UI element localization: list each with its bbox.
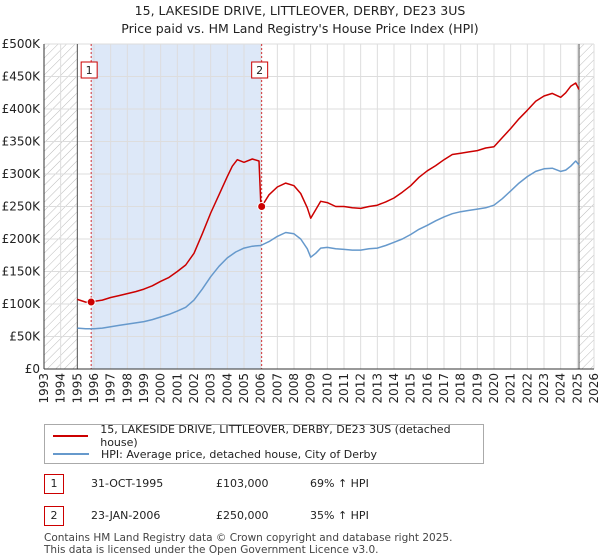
footer-licence: This data is licensed under the Open Gov… (44, 544, 379, 556)
x-tick-label: 1995 (70, 373, 84, 404)
sale-hpi-change: 35% ↑ HPI (310, 509, 369, 522)
x-tick-label: 2021 (504, 373, 518, 404)
x-tick-label: 2020 (487, 373, 501, 404)
y-tick-label: £350K (2, 135, 42, 149)
sale-row-marker: 1 (44, 474, 64, 494)
sale-price: £250,000 (216, 509, 269, 522)
y-tick-label: £250K (2, 200, 42, 214)
legend: 15, LAKESIDE DRIVE, LITTLEOVER, DERBY, D… (44, 423, 484, 464)
sale-date: 23-JAN-2006 (91, 509, 161, 522)
x-tick-label: 1994 (54, 373, 68, 404)
sale-hpi-change: 69% ↑ HPI (310, 477, 369, 490)
x-tick-label: 1998 (120, 373, 134, 404)
y-tick-label: £500K (2, 37, 42, 51)
x-tick-label: 2011 (337, 373, 351, 404)
x-tick-label: 2004 (220, 373, 234, 404)
footer-copyright: Contains HM Land Registry data © Crown c… (44, 532, 453, 544)
sale-date: 31-OCT-1995 (91, 477, 164, 490)
legend-label-hpi: HPI: Average price, detached house, City… (101, 447, 378, 461)
y-tick-label: £50K (9, 330, 41, 344)
legend-item-property: 15, LAKESIDE DRIVE, LITTLEOVER, DERBY, D… (53, 423, 483, 449)
x-tick-label: 2024 (554, 373, 568, 404)
y-tick-label: £150K (2, 265, 42, 279)
x-tick-label: 2001 (170, 373, 184, 404)
sale-point (257, 202, 267, 211)
legend-label-property: 15, LAKESIDE DRIVE, LITTLEOVER, DERBY, D… (100, 423, 451, 449)
x-tick-label: 2009 (304, 373, 318, 404)
sale-marker-box (251, 61, 269, 79)
x-tick-label: 2005 (237, 373, 251, 404)
sale-price: £103,000 (216, 477, 269, 490)
chart-title-line2: Price paid vs. HM Land Registry's House … (121, 21, 479, 36)
y-tick-label: £300K (2, 167, 42, 181)
x-tick-label: 2016 (420, 373, 434, 404)
series-line-hpi (77, 160, 580, 330)
sale-row-marker: 2 (44, 506, 64, 526)
y-tick-label: £100K (2, 297, 42, 311)
legend-swatch-hpi (53, 453, 89, 455)
legend-item-hpi: HPI: Average price, detached house, City… (53, 445, 377, 463)
x-tick-label: 2017 (437, 373, 451, 404)
sale-marker-label: 1 (86, 64, 93, 77)
sale-row-1: 1 31-OCT-1995 £103,000 69% ↑ HPI (44, 474, 584, 496)
x-tick-label: 1996 (87, 373, 101, 404)
x-tick-label: 2018 (454, 373, 468, 404)
x-tick-label: 2026 (587, 373, 600, 404)
x-tick-label: 2010 (320, 373, 334, 404)
sale-row-2: 2 23-JAN-2006 £250,000 35% ↑ HPI (44, 506, 584, 528)
x-tick-label: 1997 (104, 373, 118, 404)
x-tick-label: 2000 (154, 373, 168, 404)
x-tick-label: 2002 (187, 373, 201, 404)
x-tick-label: 1999 (137, 373, 151, 404)
x-tick-label: 2022 (520, 373, 534, 404)
y-tick-label: £0 (25, 362, 40, 376)
x-tick-label: 2019 (470, 373, 484, 404)
x-tick-label: 2008 (287, 373, 301, 404)
y-tick-label: £200K (2, 232, 42, 246)
sale-point (86, 297, 96, 307)
y-tick-label: £450K (2, 70, 42, 84)
x-tick-label: 2006 (254, 373, 268, 404)
chart-title-line1: 15, LAKESIDE DRIVE, LITTLEOVER, DERBY, D… (134, 3, 466, 18)
x-tick-label: 2003 (204, 373, 218, 404)
y-tick-label: £400K (2, 102, 42, 116)
x-tick-label: 2025 (570, 373, 584, 404)
sale-marker-box (80, 61, 98, 79)
x-tick-label: 2014 (387, 373, 401, 404)
x-tick-label: 2015 (404, 373, 418, 404)
series-line-property (77, 82, 580, 303)
price-chart: £0 £50K £100K £150K £200K £250K £300K £350K £400… (2, 37, 600, 404)
x-tick-label: 2007 (270, 373, 284, 404)
x-tick-label: 2013 (370, 373, 384, 404)
sale-marker-label: 2 (256, 64, 263, 77)
legend-swatch-property (53, 435, 89, 437)
x-tick-label: 2012 (354, 373, 368, 404)
x-tick-label: 2023 (537, 373, 551, 404)
x-tick-label: 1993 (37, 373, 51, 404)
